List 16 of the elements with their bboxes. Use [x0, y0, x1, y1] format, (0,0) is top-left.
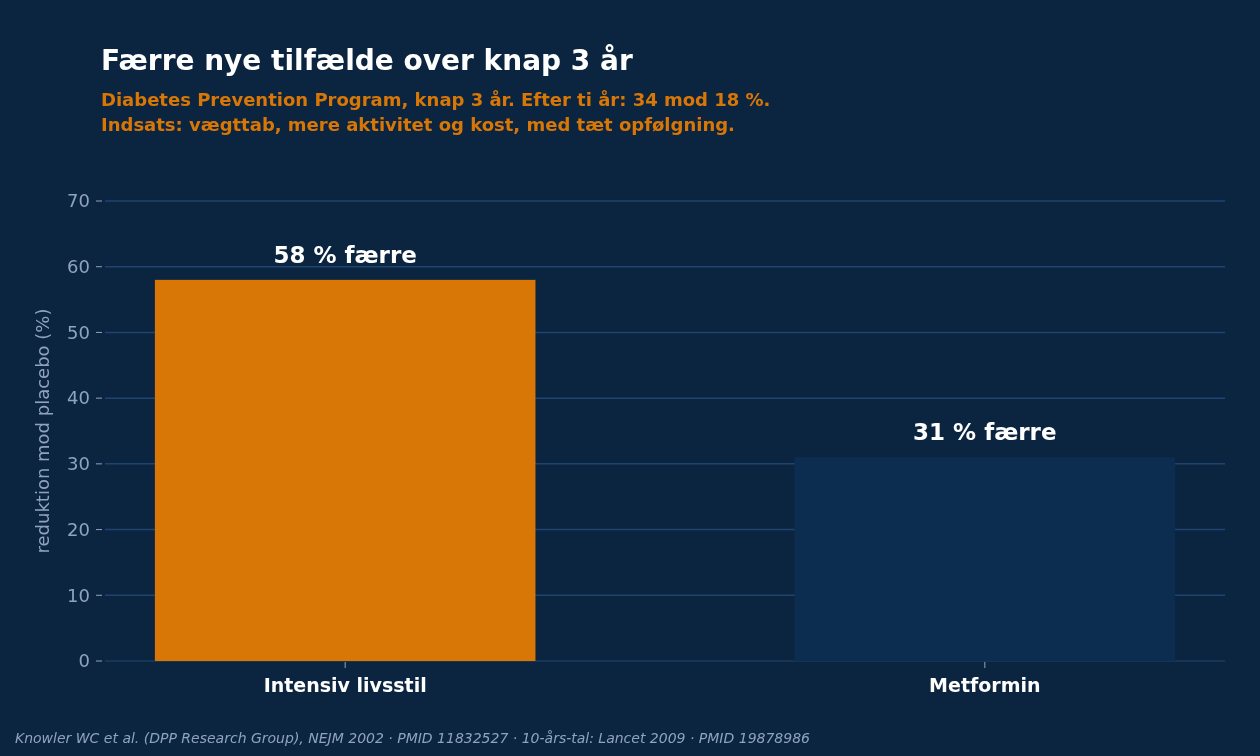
y-tick-label: 40	[67, 387, 90, 409]
chart-subtitle: Diabetes Prevention Program, knap 3 år. Efter ti år: 34 mod 18 %. Indsats: vægttab, mere aktivitet og kost, med tæt opfølgning.	[101, 89, 771, 135]
x-tick-label: Metformin	[929, 674, 1041, 696]
text: Knowler WC et al. (DPP Research Group), NEJM 2002 · PMID 11832527 · 10-års-tal: Lancet 2009 · PMID 19878986	[15, 730, 811, 746]
y-tick-label: 0	[78, 650, 90, 672]
y-tick-label: 70	[67, 190, 90, 212]
y-tick-label: 20	[67, 518, 90, 540]
data-label: 58 % færre	[273, 241, 417, 268]
x-tick-label: Intensiv livsstil	[263, 674, 427, 696]
y-tick-label: 30	[67, 453, 90, 475]
y-tick-label: 50	[67, 321, 90, 343]
y-tick-label: 60	[67, 256, 90, 278]
y-axis-title: reduktion mod placebo (%)	[32, 308, 53, 554]
chart-title: Færre nye tilfælde over knap 3 år	[101, 44, 633, 77]
data-label: 31 % færre	[913, 419, 1057, 446]
y-tick-label: 10	[67, 584, 90, 606]
